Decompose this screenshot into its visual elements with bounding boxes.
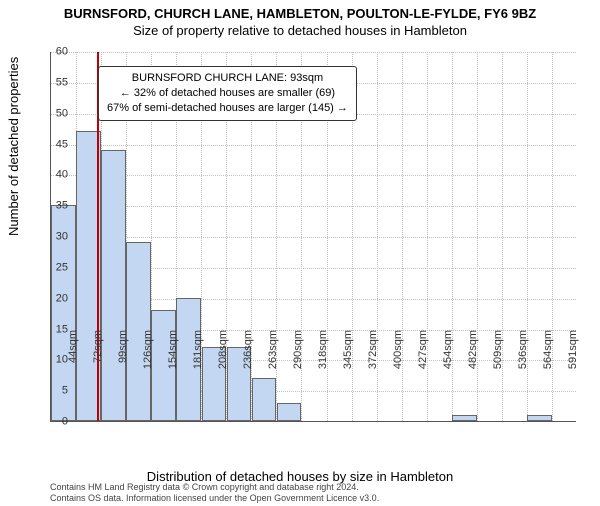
x-tick-label: 454sqm	[442, 330, 454, 380]
y-tick-label: 50	[44, 108, 68, 119]
histogram-bar	[527, 415, 552, 421]
x-tick-label: 236sqm	[242, 330, 254, 380]
x-tick-label: 482sqm	[467, 330, 479, 380]
histogram-bar	[452, 415, 477, 421]
y-tick-label: 5	[44, 386, 68, 397]
x-tick-label: 181sqm	[192, 330, 204, 380]
gridline-h	[51, 145, 576, 146]
x-tick-label: 509sqm	[492, 330, 504, 380]
x-tick-label: 591sqm	[567, 330, 579, 380]
y-tick-label: 25	[44, 262, 68, 273]
x-tick-label: 318sqm	[317, 330, 329, 380]
y-tick-label: 45	[44, 139, 68, 150]
annotation-box: BURNSFORD CHURCH LANE: 93sqm ← 32% of de…	[98, 66, 357, 121]
footer-line1: Contains HM Land Registry data © Crown c…	[50, 482, 379, 493]
y-tick-label: 0	[44, 417, 68, 428]
chart-title-main: BURNSFORD, CHURCH LANE, HAMBLETON, POULT…	[0, 6, 600, 21]
footer-line2: Contains OS data. Information licensed u…	[50, 493, 379, 504]
y-tick-label: 20	[44, 293, 68, 304]
histogram-bar	[277, 403, 302, 422]
footer-credits: Contains HM Land Registry data © Crown c…	[50, 482, 379, 504]
annotation-line1: BURNSFORD CHURCH LANE: 93sqm	[107, 71, 348, 86]
x-tick-label: 427sqm	[417, 330, 429, 380]
x-tick-label: 263sqm	[267, 330, 279, 380]
y-tick-label: 35	[44, 201, 68, 212]
x-tick-label: 72sqm	[92, 330, 104, 380]
x-tick-label: 154sqm	[167, 330, 179, 380]
annotation-line2: ← 32% of detached houses are smaller (69…	[107, 86, 348, 101]
x-tick-label: 208sqm	[217, 330, 229, 380]
x-tick-label: 345sqm	[342, 330, 354, 380]
x-tick-label: 290sqm	[292, 330, 304, 380]
gridline-h	[51, 237, 576, 238]
y-tick-label: 30	[44, 232, 68, 243]
x-tick-label: 126sqm	[142, 330, 154, 380]
histogram-bar	[252, 378, 277, 421]
x-tick-label: 99sqm	[117, 330, 129, 380]
annotation-line3: 67% of semi-detached houses are larger (…	[107, 101, 348, 116]
gridline-h	[51, 52, 576, 53]
y-axis-label: Number of detached properties	[6, 57, 21, 236]
histogram-bar	[101, 150, 126, 421]
y-tick-label: 40	[44, 170, 68, 181]
x-tick-label: 372sqm	[367, 330, 379, 380]
chart-title-sub: Size of property relative to detached ho…	[0, 23, 600, 38]
y-tick-label: 55	[44, 77, 68, 88]
y-tick-label: 60	[44, 47, 68, 58]
x-tick-label: 564sqm	[542, 330, 554, 380]
x-tick-label: 400sqm	[392, 330, 404, 380]
x-tick-label: 536sqm	[517, 330, 529, 380]
y-tick-label: 10	[44, 355, 68, 366]
x-tick-label: 44sqm	[67, 330, 79, 380]
gridline-h	[51, 206, 576, 207]
y-tick-label: 15	[44, 324, 68, 335]
gridline-h	[51, 175, 576, 176]
